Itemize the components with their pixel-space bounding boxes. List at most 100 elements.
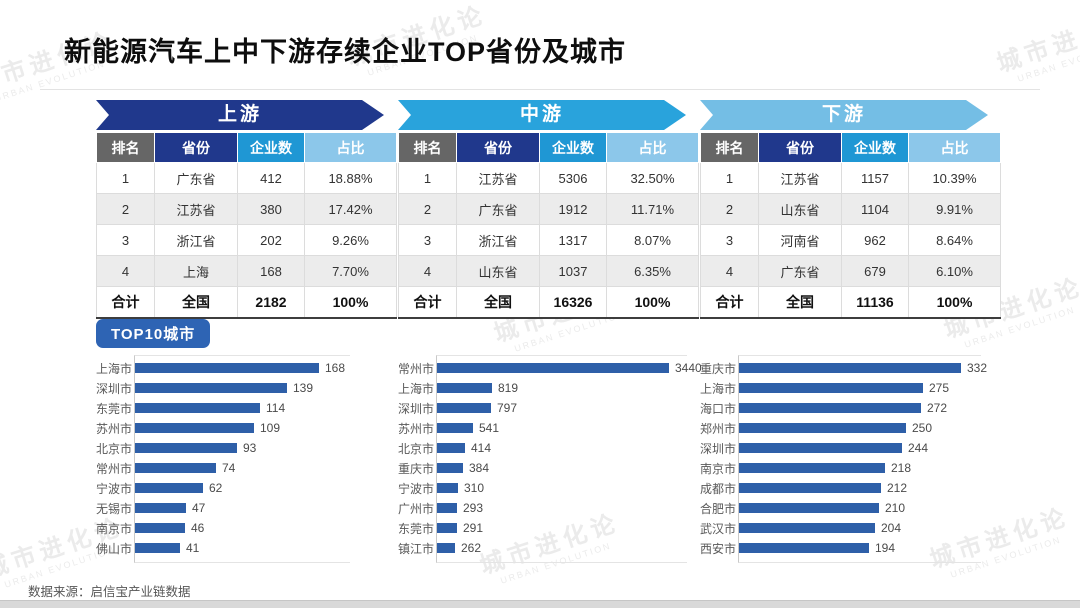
value-label: 797 [497,401,518,415]
table-row: 1 江苏省 1157 10.39% [700,162,1001,194]
bar-plot: 414 [437,441,491,455]
midstream-table: 排名 省份 企业数 占比 1 江苏省 5306 32.50% 2 广东省 1912 11.71% 3 浙江… [398,132,699,319]
bar-row: 成都市 212 [700,478,988,498]
bar [135,443,237,453]
table-row: 4 上海 168 7.70% [96,255,397,287]
column-header: 占比 [908,132,1001,163]
bar-plot: 797 [437,401,517,415]
table-cell: 1 [398,162,457,194]
table-cell: 8.64% [908,224,1001,256]
bar-row: 苏州市 109 [96,418,384,438]
table-cell: 3 [96,224,155,256]
bar [135,503,186,513]
bar-plot: 310 [437,481,484,495]
bar-plot: 332 [739,361,987,375]
city-label: 成都市 [700,481,737,496]
title-divider [40,89,1040,90]
bar [437,503,457,513]
value-label: 218 [891,461,912,475]
bar [739,443,902,453]
city-label: 重庆市 [398,461,435,476]
total-row: 合计 全国 11136 100% [700,286,1001,319]
table-cell: 江苏省 [154,193,238,225]
bar-row: 南京市 218 [700,458,988,478]
table-cell: 浙江省 [456,224,540,256]
bar-plot: 46 [135,521,204,535]
value-label: 310 [464,481,485,495]
value-label: 74 [222,461,236,475]
downstream-table: 排名 省份 企业数 占比 1 江苏省 1157 10.39% 2 山东省 1104 9.91% 3 河南省… [700,132,1001,319]
bar-row: 深圳市 244 [700,438,988,458]
table-cell: 11.71% [606,193,699,225]
table-cell: 广东省 [456,193,540,225]
column-header: 企业数 [539,132,607,163]
downstream-column: 下游 排名 省份 企业数 占比 1 江苏省 1157 10.39% 2 山东省 1104 9.91% 3… [700,100,1001,563]
bar [135,463,216,473]
column-header: 占比 [606,132,699,163]
table-cell: 全国 [758,286,842,319]
table-cell: 6.10% [908,255,1001,287]
table-cell: 1157 [841,162,909,194]
value-label: 62 [209,481,223,495]
column-header: 省份 [456,132,540,163]
table-cell: 1 [96,162,155,194]
table-cell: 3 [398,224,457,256]
bar-row: 郑州市 250 [700,418,988,438]
bar-row: 重庆市 332 [700,358,988,378]
bar-plot: 819 [437,381,518,395]
table-cell: 2 [398,193,457,225]
bar-plot: 541 [437,421,499,435]
bar-row: 苏州市 541 [398,418,686,438]
bar-row: 北京市 414 [398,438,686,458]
watermark-en: URBAN EVOLUTION [1016,38,1080,84]
value-label: 332 [967,361,988,375]
city-label: 常州市 [398,361,435,376]
value-label: 194 [875,541,896,555]
bar-plot: 291 [437,521,483,535]
bar-row: 东莞市 291 [398,518,686,538]
table-cell: 11136 [841,286,909,319]
column-header: 省份 [758,132,842,163]
bar [739,363,961,373]
table-cell: 202 [237,224,305,256]
bar-row: 合肥市 210 [700,498,988,518]
bar-plot: 114 [135,401,285,415]
bar-plot: 244 [739,441,928,455]
bar-row: 重庆市 384 [398,458,686,478]
bar-row: 宁波市 62 [96,478,384,498]
city-label: 常州市 [96,461,133,476]
column-header: 排名 [398,132,457,163]
bar-plot: 250 [739,421,932,435]
city-label: 宁波市 [398,481,435,496]
value-label: 168 [325,361,346,375]
table-cell: 168 [237,255,305,287]
city-label: 深圳市 [700,441,737,456]
value-label: 272 [927,401,948,415]
bar [135,423,254,433]
bar-plot: 139 [135,381,313,395]
city-label: 北京市 [96,441,133,456]
value-label: 109 [260,421,281,435]
bar [739,503,879,513]
table-cell: 浙江省 [154,224,238,256]
bar-row: 常州市 3440 [398,358,702,378]
bar-plot: 384 [437,461,489,475]
value-label: 3440 [675,361,702,375]
bar-plot: 210 [739,501,905,515]
city-label: 南京市 [700,461,737,476]
page-title: 新能源汽车上中下游存续企业TOP省份及城市 [64,37,627,67]
bar [739,403,921,413]
bar [135,523,185,533]
value-label: 244 [908,441,929,455]
table-cell: 合计 [700,286,759,319]
table-cell: 江苏省 [456,162,540,194]
table-row: 2 江苏省 380 17.42% [96,193,397,225]
bar [437,523,457,533]
value-label: 47 [192,501,206,515]
header-row: 排名 省份 企业数 占比 [398,132,699,163]
value-label: 819 [498,381,519,395]
bar-row: 上海市 819 [398,378,686,398]
table-cell: 江苏省 [758,162,842,194]
chart-frame [436,355,687,563]
